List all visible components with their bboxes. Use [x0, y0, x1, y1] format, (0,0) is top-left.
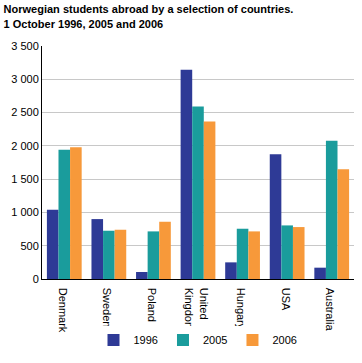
svg-text:USA: USA [280, 288, 292, 311]
svg-text:1996: 1996 [134, 334, 158, 346]
svg-text:3 000: 3 000 [11, 73, 39, 85]
svg-text:1 500: 1 500 [11, 173, 39, 185]
svg-text:Denmark: Denmark [57, 288, 69, 333]
svg-text:Sweden: Sweden [101, 288, 113, 328]
svg-text:Australia: Australia [324, 288, 336, 332]
svg-text:Hungary: Hungary [235, 288, 247, 330]
svg-text:2 500: 2 500 [11, 106, 39, 118]
svg-text:2006: 2006 [272, 334, 296, 346]
svg-text:Poland: Poland [146, 288, 158, 322]
svg-text:500: 500 [20, 240, 38, 252]
svg-text:Norwegian students abroad by a: Norwegian students abroad by a selection… [4, 3, 294, 29]
svg-text:3 500: 3 500 [11, 40, 39, 52]
svg-text:2 000: 2 000 [11, 140, 39, 152]
svg-text:1 000: 1 000 [11, 206, 39, 218]
svg-text:0: 0 [33, 273, 39, 285]
svg-text:2005: 2005 [203, 334, 227, 346]
svg-text:UnitedKingdom: UnitedKingdom [183, 288, 209, 331]
